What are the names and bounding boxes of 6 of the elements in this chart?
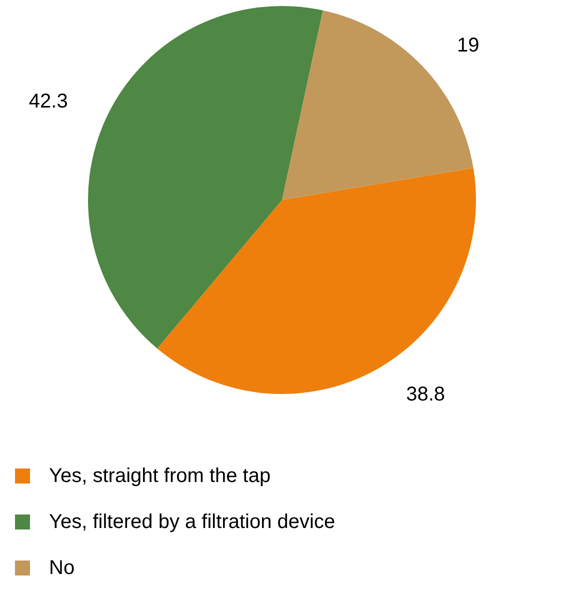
legend-label: No bbox=[49, 557, 75, 579]
legend-label: Yes, filtered by a filtration device bbox=[49, 511, 336, 533]
data-label: 42.3 bbox=[28, 90, 68, 112]
legend-label: Yes, straight from the tap bbox=[49, 465, 271, 487]
data-label: 38.8 bbox=[406, 384, 446, 406]
data-label: 19 bbox=[457, 34, 480, 56]
